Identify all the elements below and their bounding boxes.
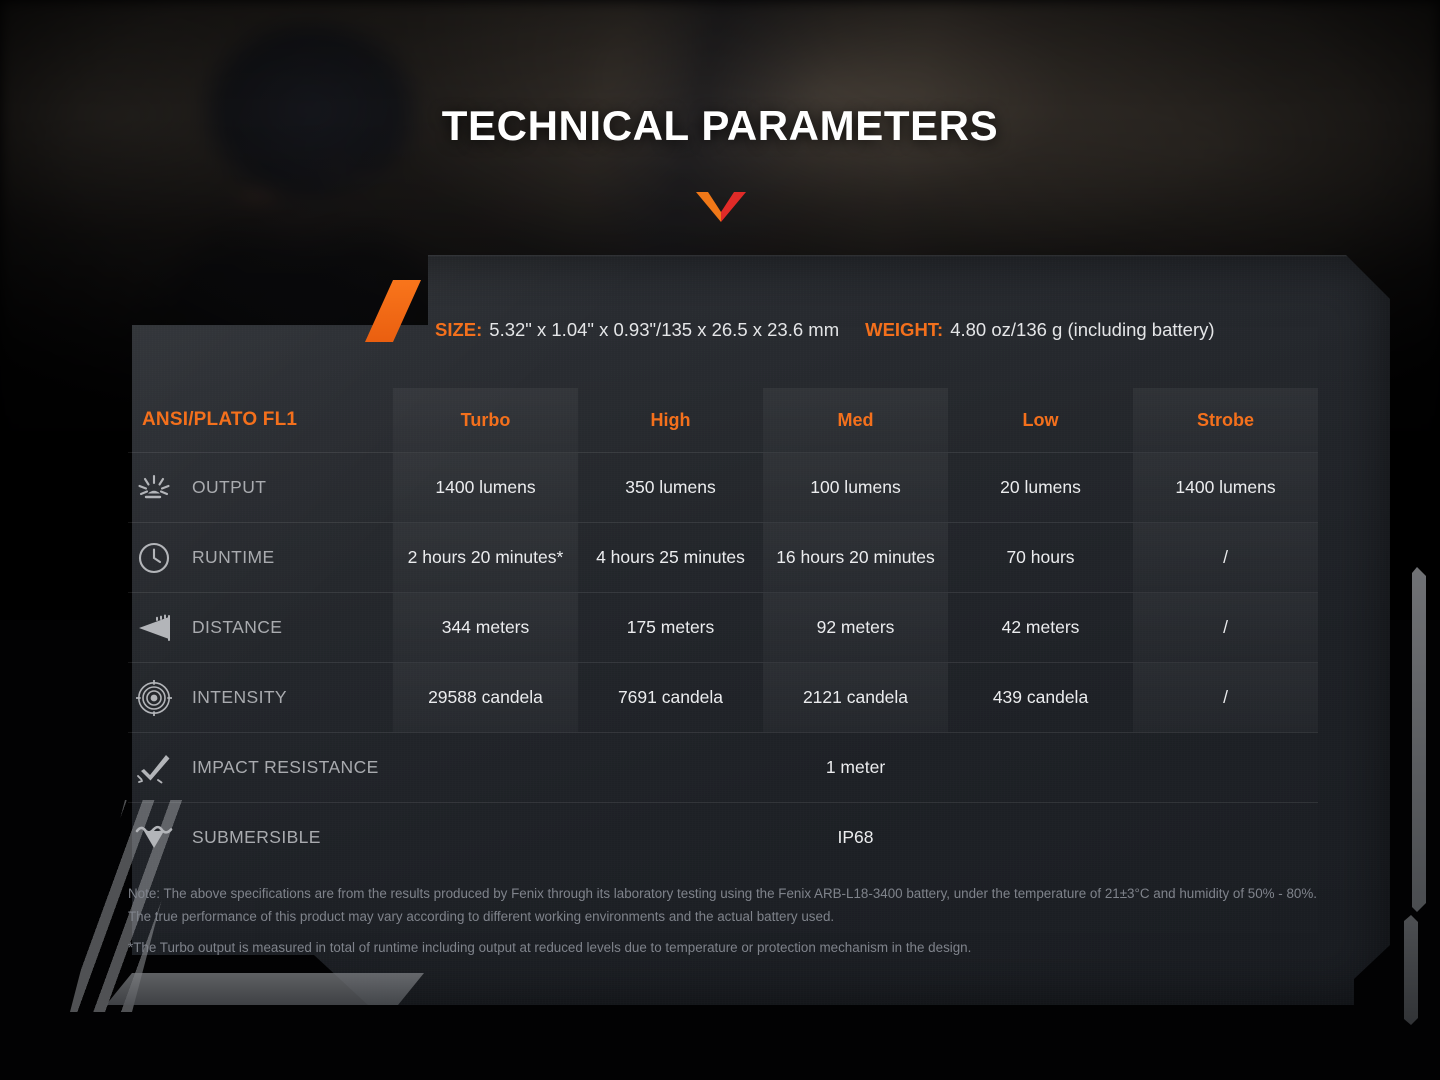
cell-intensity-turbo: 29588 candela [393,663,578,732]
corner-header: ANSI/PLATO FL1 [142,409,298,430]
footnote-line-1: Note: The above specifications are from … [128,886,1318,924]
beam-cone-icon [132,608,176,648]
cell-runtime-low: 70 hours [1006,547,1075,567]
cell-impact-resistance-value: 1 meter [825,757,886,777]
size-weight-strip: SIZE: 5.32" x 1.04" x 0.93"/135 x 26.5 x… [435,311,1215,349]
table-row: SUBMERSIBLE IP68 [128,802,1318,872]
cell-output-med: 100 lumens [763,453,948,522]
column-header-med: Med [763,388,948,452]
cell-output-turbo: 1400 lumens [393,453,578,522]
weight-value: 4.80 oz/136 g (including battery) [950,319,1215,340]
cell-output-strobe: 1400 lumens [1133,453,1318,522]
cell-distance-low: 42 meters [1001,617,1080,637]
cell-intensity-med: 2121 candela [763,663,948,732]
cell-intensity-low: 439 candela [992,687,1089,707]
size-group: SIZE: 5.32" x 1.04" x 0.93"/135 x 26.5 x… [435,319,839,341]
column-header-strobe: Strobe [1133,388,1318,452]
spec-panel: SIZE: 5.32" x 1.04" x 0.93"/135 x 26.5 x… [60,255,1426,1025]
cell-distance-turbo: 344 meters [393,593,578,662]
column-header-turbo: Turbo [393,388,578,452]
right-accent-bar [1412,567,1426,912]
cell-submersible-value: IP68 [837,827,874,847]
weight-label: WEIGHT: [865,319,944,340]
impact-check-icon [132,748,176,788]
right-accent-bar-lower [1404,915,1418,1025]
cell-distance-high: 175 meters [626,617,715,637]
footnote-line-2: *The Turbo output is measured in total o… [128,940,972,955]
row-label: IMPACT RESISTANCE [192,757,379,777]
size-label: SIZE: [435,319,483,340]
row-label-cell: IMPACT RESISTANCE [128,733,393,802]
row-label-cell: DISTANCE [128,593,393,662]
page-title: TECHNICAL PARAMETERS [441,102,999,149]
cell-intensity-strobe: / [1133,663,1318,732]
row-label-cell: INTENSITY [128,663,393,732]
row-label-cell: OUTPUT [128,453,393,522]
row-label: DISTANCE [192,617,283,637]
size-value: 5.32" x 1.04" x 0.93"/135 x 26.5 x 23.6 … [489,319,840,340]
chevron-down-icon [696,192,746,222]
row-label-cell: SUBMERSIBLE [128,803,393,872]
table-row: IMPACT RESISTANCE 1 meter [128,732,1318,802]
bottom-left-wedge-decoration [106,973,424,1005]
cell-output-low: 20 lumens [1000,477,1081,497]
panel-texture [132,255,1390,1005]
row-label-cell: RUNTIME [128,523,393,592]
cell-runtime-high: 4 hours 25 minutes [596,547,745,567]
sunburst-icon [132,468,176,508]
cell-runtime-med: 16 hours 20 minutes [763,523,948,592]
column-header-low: Low [1022,409,1059,430]
cell-runtime-turbo: 2 hours 20 minutes* [393,523,578,592]
clock-icon [132,538,176,578]
row-label: OUTPUT [192,477,267,497]
table-row: RUNTIME 2 hours 20 minutes* 4 hours 25 m… [128,522,1318,592]
water-drop-icon [132,818,176,858]
cell-distance-med: 92 meters [763,593,948,662]
table-row: DISTANCE 344 meters 175 meters 92 meters… [128,592,1318,662]
table-header-row: ANSI/PLATO FL1 Turbo High Med Low Strobe [128,388,1318,452]
cell-output-high: 350 lumens [625,477,716,497]
column-header-high: High [650,409,691,430]
specifications-table: ANSI/PLATO FL1 Turbo High Med Low Strobe [128,388,1318,872]
cell-distance-strobe: / [1133,593,1318,662]
cell-runtime-strobe: / [1133,523,1318,592]
target-icon [132,678,176,718]
weight-group: WEIGHT: 4.80 oz/136 g (including battery… [865,319,1214,341]
footnote-block: Note: The above specifications are from … [128,883,1320,960]
panel-surface [132,255,1390,1005]
table-row: INTENSITY 29588 candela 7691 candela 212… [128,662,1318,732]
row-label: INTENSITY [192,687,287,707]
row-label: RUNTIME [192,547,275,567]
table-row: OUTPUT 1400 lumens 350 lumens 100 lumens… [128,452,1318,522]
row-label: SUBMERSIBLE [192,827,321,847]
cell-intensity-high: 7691 candela [617,687,724,707]
